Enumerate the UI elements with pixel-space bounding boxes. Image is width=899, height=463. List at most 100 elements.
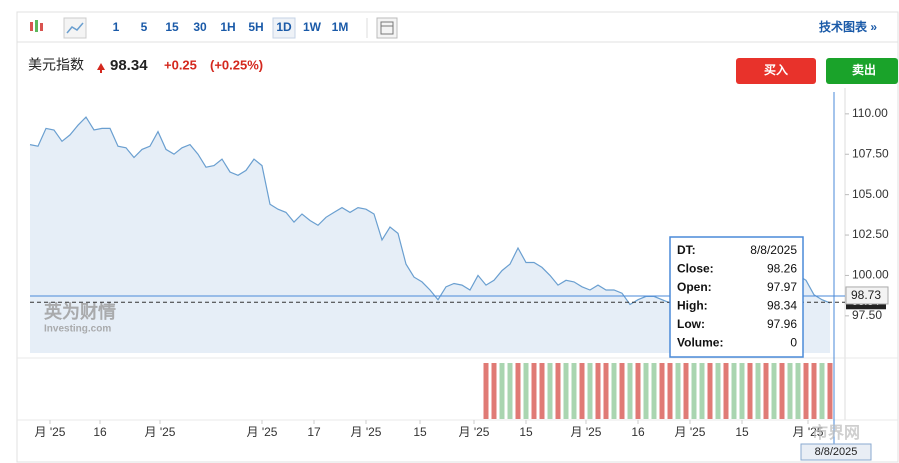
x-tick-label: 15: [413, 425, 427, 439]
volume-bar: [755, 363, 761, 419]
volume-bar: [643, 363, 649, 419]
buy-label[interactable]: 买入: [764, 63, 788, 77]
sell-label[interactable]: 卖出: [852, 62, 876, 77]
volume-bar: [651, 363, 657, 419]
layout-icon[interactable]: [376, 17, 398, 39]
tech-chart-link[interactable]: 技术图表 »: [819, 19, 877, 34]
tooltip-value: 8/8/2025: [750, 243, 797, 257]
tooltip-key: Open:: [677, 280, 712, 294]
y-tick-label: 97.50: [852, 308, 882, 322]
x-tick-label: 16: [631, 425, 645, 439]
volume-bar: [723, 363, 729, 419]
volume-bar: [499, 363, 505, 419]
x-tick-label: 16: [93, 425, 107, 439]
interval-button[interactable]: 5: [141, 20, 148, 34]
change: +0.25: [164, 57, 197, 72]
buy-button[interactable]: [736, 58, 816, 84]
tooltip-value: 97.97: [767, 280, 797, 294]
volume-bar: [563, 363, 569, 419]
tooltip: [669, 236, 804, 358]
volume-bar: [827, 363, 833, 419]
x-tick-label: 月 '25: [793, 425, 824, 439]
chart: 97.50 100.00 102.50 105.00 107.50 110.00 月 '25…: [17, 88, 898, 461]
volume-bar: [675, 363, 681, 419]
tooltip-key: High:: [677, 299, 708, 313]
volume-bar: [771, 363, 777, 419]
volume-bar: [747, 363, 753, 419]
volume-bar: [715, 363, 721, 419]
volume-bar: [667, 363, 673, 419]
area-fill: [30, 117, 830, 353]
x-tick-label: 月 '25: [35, 425, 66, 439]
volume-bar: [707, 363, 713, 419]
volume-bar: [779, 363, 785, 419]
volume-bar: [555, 363, 561, 419]
up-arrow: [97, 63, 105, 73]
volume-bar: [683, 363, 689, 419]
x-tick-label: 15: [735, 425, 749, 439]
x-tick-label: 月 '25: [675, 425, 706, 439]
interval-button[interactable]: 1W: [303, 20, 322, 34]
interval-button[interactable]: 5H: [248, 20, 263, 34]
volume-bar: [731, 363, 737, 419]
tooltip-key: Volume:: [677, 336, 723, 350]
volume-bar: [483, 363, 489, 419]
interval-active-bg[interactable]: [272, 17, 296, 39]
y-tick-label: 100.00: [852, 268, 889, 282]
interval-button[interactable]: 15: [165, 20, 179, 34]
volume-bar: [491, 363, 497, 419]
volume-bar: [739, 363, 745, 419]
x-tick-label: 月 '25: [247, 425, 278, 439]
volume-bar: [515, 363, 521, 419]
x-tick-label: 17: [307, 425, 321, 439]
x-tick-label: 月 '25: [351, 425, 382, 439]
volume-bar: [811, 363, 817, 419]
y-tick-label: 110.00: [852, 106, 888, 120]
volume-bar: [819, 363, 825, 419]
interval-button[interactable]: 1H: [220, 20, 235, 34]
crosshair-price-box: [845, 286, 889, 305]
area-icon[interactable]: [63, 17, 87, 39]
y-tick-label: 107.50: [852, 146, 889, 160]
y-tick-label: 105.00: [852, 187, 889, 201]
volume-bar: [627, 363, 633, 419]
volume-bar: [579, 363, 585, 419]
tooltip-key: DT:: [677, 243, 696, 257]
watermark-brand: 英为财情: [43, 301, 116, 322]
price: 98.34: [110, 57, 148, 74]
frame: [16, 11, 899, 463]
tooltip-value: 98.26: [767, 262, 797, 276]
watermark-site: Investing.com: [44, 324, 111, 335]
corner-watermark: 市界网: [812, 423, 860, 442]
tooltip-key: Close:: [677, 262, 714, 276]
interval-button[interactable]: 1M: [332, 20, 349, 34]
volume-bar: [507, 363, 513, 419]
volume-bar: [547, 363, 553, 419]
volume-bar: [595, 363, 601, 419]
instrument-name: 美元指数: [28, 57, 84, 73]
candle-icon[interactable]: [30, 20, 43, 32]
sell-button[interactable]: [826, 58, 898, 84]
volume-bar: [523, 363, 529, 419]
x-tick-label: 月 '25: [459, 425, 490, 439]
volume-bar: [659, 363, 665, 419]
change-pct: (+0.25%): [210, 57, 263, 72]
interval-button[interactable]: 30: [193, 20, 207, 34]
interval-button[interactable]: 1D: [276, 20, 292, 34]
volume-bar: [803, 363, 809, 419]
volume-bar: [539, 363, 545, 419]
crosshair-date-box: [800, 443, 872, 461]
x-tick-label: 月 '25: [571, 425, 602, 439]
volume-bar: [635, 363, 641, 419]
volume-bar: [691, 363, 697, 419]
interval-button[interactable]: 1: [113, 20, 120, 34]
x-tick-label: 15: [519, 425, 533, 439]
volume-bar: [603, 363, 609, 419]
tooltip-key: Low:: [677, 317, 705, 331]
crosshair-price-label: 98.73: [851, 288, 881, 302]
x-tick-label: 月 '25: [145, 425, 176, 439]
volume-bar: [763, 363, 769, 419]
volume-bar: [571, 363, 577, 419]
